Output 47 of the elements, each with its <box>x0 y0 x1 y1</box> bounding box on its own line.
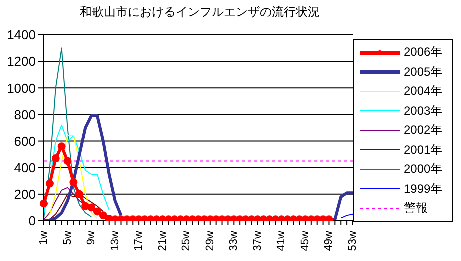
legend-label: 2001年 <box>404 142 443 158</box>
x-tick-label: 13w <box>109 230 122 252</box>
legend-label: 2003年 <box>404 102 443 120</box>
line-series <box>44 135 98 221</box>
legend-label: 2006年 <box>404 44 443 61</box>
x-tick-label: 53w <box>347 230 359 252</box>
x-tick-label: 29w <box>204 230 216 252</box>
x-tick-label: 1w <box>38 230 50 246</box>
y-tick-label: 1000 <box>7 80 36 96</box>
line-series <box>44 124 110 215</box>
point <box>76 190 84 198</box>
line-series <box>44 48 92 219</box>
legend-label: 警報 <box>404 200 428 217</box>
legend-label: 2000年 <box>404 161 443 178</box>
legend-label: 1999年 <box>404 180 443 198</box>
y-tick-label: 600 <box>14 134 36 149</box>
x-tick-label: 37w <box>252 230 264 252</box>
y-tick-label: 1200 <box>7 54 36 70</box>
x-tick-label: 33w <box>228 230 240 252</box>
y-tick-label: 400 <box>14 160 36 176</box>
y-tick-label: 0 <box>28 214 36 229</box>
chart-title: 和歌山市におけるインフルエンザの流行状況 <box>79 4 321 21</box>
point <box>46 180 54 188</box>
point <box>105 215 114 221</box>
point <box>82 202 90 210</box>
x-tick-label: 25w <box>180 230 193 252</box>
legend-label: 2002年 <box>404 122 443 139</box>
point <box>88 204 96 212</box>
x-tick-label: 45w <box>299 230 312 252</box>
x-tick-label: 41w <box>276 230 288 252</box>
point <box>58 142 66 151</box>
point <box>70 178 78 186</box>
x-tick-label: 9w <box>86 230 98 246</box>
legend-label: 2005年 <box>404 64 443 80</box>
point <box>99 212 108 220</box>
y-tick-label: 200 <box>14 187 36 202</box>
point <box>64 157 72 166</box>
x-tick-label: 5w <box>62 230 74 246</box>
point <box>93 208 102 216</box>
legend-label: 2004年 <box>404 83 443 100</box>
y-tick-label: 1400 <box>7 28 36 43</box>
point <box>52 154 60 163</box>
y-tick-label: 800 <box>14 107 36 122</box>
x-tick-label: 17w <box>133 230 146 252</box>
point <box>40 200 48 208</box>
x-tick-label: 49w <box>323 230 336 252</box>
x-tick-label: 21w <box>156 230 169 252</box>
